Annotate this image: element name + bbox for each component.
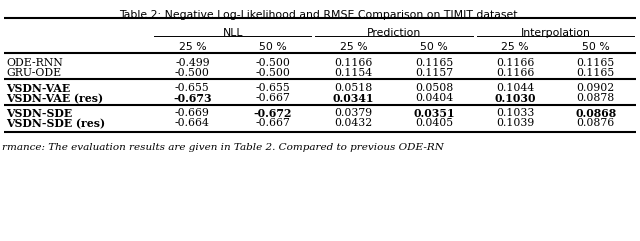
Text: 25 %: 25 %	[501, 42, 529, 52]
Text: -0.664: -0.664	[175, 118, 210, 128]
Text: -0.655: -0.655	[175, 83, 210, 93]
Text: -0.673: -0.673	[173, 93, 212, 104]
Text: -0.672: -0.672	[253, 108, 292, 119]
Text: Prediction: Prediction	[367, 28, 421, 38]
Text: 0.1166: 0.1166	[335, 58, 373, 68]
Text: 0.0518: 0.0518	[335, 83, 372, 93]
Text: ODE-RNN: ODE-RNN	[6, 58, 63, 68]
Text: 0.1165: 0.1165	[415, 58, 454, 68]
Text: Table 2: Negative Log-Likelihood and RMSE Comparison on TIMIT dataset.: Table 2: Negative Log-Likelihood and RMS…	[119, 10, 521, 20]
Text: -0.669: -0.669	[175, 108, 210, 118]
Text: 0.1030: 0.1030	[494, 93, 536, 104]
Text: VSDN-SDE: VSDN-SDE	[6, 108, 72, 119]
Text: 0.1165: 0.1165	[577, 68, 615, 78]
Text: 0.0876: 0.0876	[577, 118, 615, 128]
Text: 0.1039: 0.1039	[496, 118, 534, 128]
Text: -0.500: -0.500	[175, 68, 210, 78]
Text: 0.0379: 0.0379	[335, 108, 372, 118]
Text: NLL: NLL	[223, 28, 243, 38]
Text: 0.0878: 0.0878	[577, 93, 615, 103]
Text: 0.1033: 0.1033	[496, 108, 534, 118]
Text: 50 %: 50 %	[259, 42, 287, 52]
Text: 0.0404: 0.0404	[415, 93, 453, 103]
Text: Interpolation: Interpolation	[520, 28, 590, 38]
Text: 25 %: 25 %	[340, 42, 367, 52]
Text: 0.1165: 0.1165	[577, 58, 615, 68]
Text: -0.667: -0.667	[255, 118, 291, 128]
Text: 0.0868: 0.0868	[575, 108, 616, 119]
Text: 0.0341: 0.0341	[333, 93, 374, 104]
Text: -0.499: -0.499	[175, 58, 210, 68]
Text: 0.1154: 0.1154	[335, 68, 372, 78]
Text: 25 %: 25 %	[179, 42, 206, 52]
Text: 0.0405: 0.0405	[415, 118, 453, 128]
Text: 50 %: 50 %	[420, 42, 448, 52]
Text: 0.0351: 0.0351	[413, 108, 455, 119]
Text: -0.500: -0.500	[255, 58, 291, 68]
Text: VSDN-SDE (res): VSDN-SDE (res)	[6, 118, 105, 129]
Text: 0.0432: 0.0432	[335, 118, 372, 128]
Text: 0.1157: 0.1157	[415, 68, 453, 78]
Text: 0.1044: 0.1044	[496, 83, 534, 93]
Text: rmance: The evaluation results are given in Table 2. Compared to previous ODE-RN: rmance: The evaluation results are given…	[2, 143, 444, 152]
Text: -0.500: -0.500	[255, 68, 291, 78]
Text: -0.667: -0.667	[255, 93, 291, 103]
Text: 0.0902: 0.0902	[577, 83, 615, 93]
Text: VSDN-VAE: VSDN-VAE	[6, 83, 70, 94]
Text: 50 %: 50 %	[582, 42, 609, 52]
Text: VSDN-VAE (res): VSDN-VAE (res)	[6, 93, 103, 104]
Text: -0.655: -0.655	[255, 83, 291, 93]
Text: 0.1166: 0.1166	[496, 68, 534, 78]
Text: 0.0508: 0.0508	[415, 83, 454, 93]
Text: 0.1166: 0.1166	[496, 58, 534, 68]
Text: GRU-ODE: GRU-ODE	[6, 68, 61, 78]
